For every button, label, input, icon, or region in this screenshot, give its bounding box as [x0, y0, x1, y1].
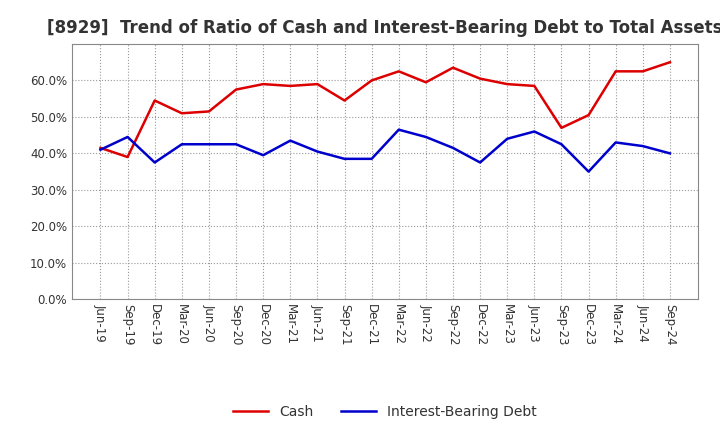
Interest-Bearing Debt: [421, 134, 430, 139]
Cash: [367, 78, 376, 83]
Interest-Bearing Debt: [259, 153, 268, 158]
Cash: [150, 98, 159, 103]
Interest-Bearing Debt: [150, 160, 159, 165]
Interest-Bearing Debt: [639, 143, 647, 149]
Line: Cash: Cash: [101, 62, 670, 157]
Cash: [286, 83, 294, 88]
Cash: [449, 65, 457, 70]
Cash: [476, 76, 485, 81]
Interest-Bearing Debt: [232, 142, 240, 147]
Cash: [530, 83, 539, 88]
Cash: [341, 98, 349, 103]
Cash: [584, 113, 593, 118]
Interest-Bearing Debt: [341, 156, 349, 161]
Interest-Bearing Debt: [503, 136, 511, 141]
Cash: [232, 87, 240, 92]
Cash: [395, 69, 403, 74]
Cash: [557, 125, 566, 131]
Cash: [639, 69, 647, 74]
Cash: [96, 145, 105, 150]
Cash: [313, 81, 322, 87]
Interest-Bearing Debt: [313, 149, 322, 154]
Legend: Cash, Interest-Bearing Debt: Cash, Interest-Bearing Debt: [228, 400, 542, 425]
Interest-Bearing Debt: [557, 142, 566, 147]
Interest-Bearing Debt: [96, 147, 105, 152]
Cash: [611, 69, 620, 74]
Cash: [503, 81, 511, 87]
Interest-Bearing Debt: [395, 127, 403, 132]
Cash: [421, 80, 430, 85]
Interest-Bearing Debt: [178, 142, 186, 147]
Interest-Bearing Debt: [665, 151, 674, 156]
Cash: [123, 154, 132, 160]
Interest-Bearing Debt: [530, 129, 539, 134]
Cash: [204, 109, 213, 114]
Interest-Bearing Debt: [204, 142, 213, 147]
Cash: [665, 59, 674, 65]
Line: Interest-Bearing Debt: Interest-Bearing Debt: [101, 130, 670, 172]
Interest-Bearing Debt: [123, 134, 132, 139]
Interest-Bearing Debt: [286, 138, 294, 143]
Cash: [259, 81, 268, 87]
Interest-Bearing Debt: [367, 156, 376, 161]
Cash: [178, 110, 186, 116]
Interest-Bearing Debt: [449, 145, 457, 150]
Title: [8929]  Trend of Ratio of Cash and Interest-Bearing Debt to Total Assets: [8929] Trend of Ratio of Cash and Intere…: [48, 19, 720, 37]
Interest-Bearing Debt: [476, 160, 485, 165]
Interest-Bearing Debt: [584, 169, 593, 174]
Interest-Bearing Debt: [611, 140, 620, 145]
